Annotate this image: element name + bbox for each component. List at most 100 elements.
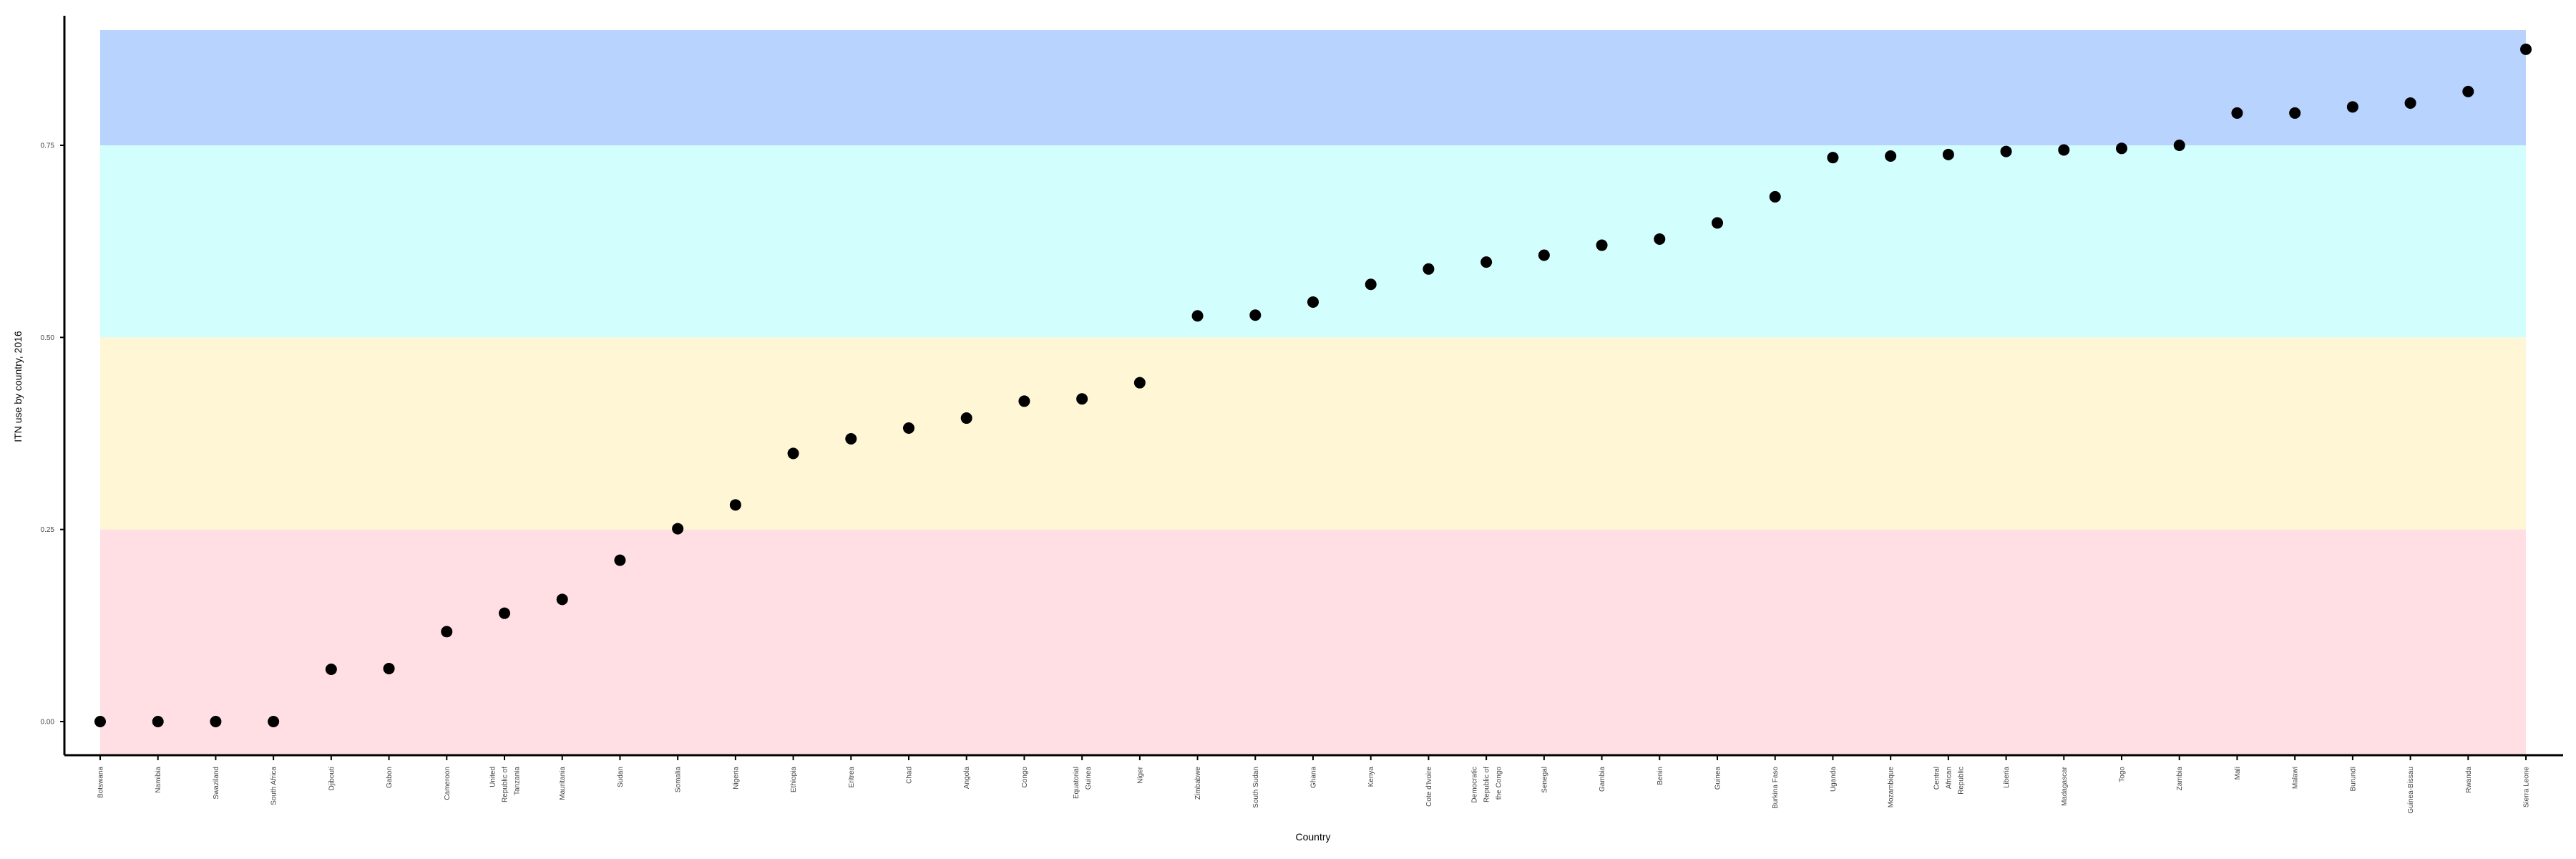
- data-point: [2116, 142, 2127, 155]
- x-tick-label: Democratic: [1471, 767, 1479, 803]
- x-tick-label: South Africa: [270, 767, 278, 805]
- x-tick-label: Ghana: [1310, 767, 1318, 788]
- data-point: [210, 716, 222, 727]
- x-tick-label: the Congo: [1496, 767, 1503, 800]
- value-band-0: [100, 529, 2526, 755]
- x-tick-label: Togo: [2119, 767, 2127, 782]
- x-tick-label: South Sudan: [1252, 767, 1260, 808]
- x-tick-label: Burkina Faso: [1772, 767, 1780, 809]
- data-point: [1769, 190, 1781, 203]
- x-tick-label: Cote d'Ivoire: [1425, 767, 1433, 807]
- x-tick-label: Sudan: [617, 767, 625, 787]
- x-tick-label: Gambia: [1599, 767, 1606, 792]
- x-tick-label: Niger: [1136, 766, 1144, 784]
- data-point: [2289, 107, 2301, 119]
- x-tick-label: Liberia: [2003, 767, 2011, 788]
- data-point: [729, 499, 741, 511]
- x-tick-label: Namibia: [155, 767, 162, 793]
- y-tick-label: 0.00: [41, 719, 55, 727]
- data-point: [2462, 85, 2474, 97]
- x-tick-label: Swaziland: [213, 767, 220, 800]
- data-point: [1133, 377, 1146, 389]
- data-point: [614, 554, 626, 566]
- value-band-2: [100, 145, 2526, 338]
- x-tick-label: Republic: [1957, 767, 1965, 795]
- x-axis-title: Country: [1295, 831, 1330, 843]
- data-point: [499, 607, 510, 619]
- data-point: [672, 523, 684, 535]
- data-point: [1480, 256, 1493, 268]
- data-point: [1018, 395, 1030, 407]
- x-tick-label: Congo: [1021, 767, 1029, 788]
- y-tick-label: 0.25: [41, 526, 55, 534]
- x-tick-label: Botswana: [97, 767, 105, 798]
- x-tick-label: Gabon: [386, 767, 394, 788]
- data-point: [2173, 140, 2185, 151]
- data-point: [2346, 101, 2358, 113]
- x-tick-label: Somalia: [675, 767, 683, 793]
- x-tick-label: Tanzania: [514, 767, 522, 795]
- data-points: [94, 43, 2532, 727]
- x-tick-label: Malawi: [2292, 767, 2300, 789]
- x-tick-label: Benin: [1657, 767, 1664, 785]
- data-point: [845, 433, 857, 445]
- data-point: [325, 664, 337, 676]
- x-tick-label: Angola: [963, 767, 971, 790]
- x-tick-label: Eritrea: [848, 767, 856, 788]
- data-point: [1596, 239, 1608, 251]
- x-tick-label: Mozambique: [1888, 767, 1896, 808]
- data-point: [1942, 148, 1954, 160]
- data-point: [1654, 233, 1666, 245]
- data-point: [2000, 145, 2012, 157]
- x-tick-label: African: [1945, 767, 1953, 789]
- x-tick-label: Mali: [2234, 767, 2242, 780]
- x-tick-label: Nigeria: [732, 767, 740, 790]
- y-tick-label: 0.75: [41, 142, 55, 150]
- x-axis: Botswana Namibia Swaziland South Africa Djib…: [64, 754, 2563, 814]
- data-point: [1712, 217, 1723, 229]
- data-point: [441, 626, 453, 638]
- data-point: [1365, 278, 1377, 291]
- x-tick-label: Chad: [906, 767, 914, 784]
- data-point: [1538, 249, 1550, 261]
- data-point: [1191, 310, 1204, 322]
- data-point: [1249, 309, 1262, 321]
- x-tick-label: Republic of: [1483, 767, 1491, 802]
- data-point: [960, 412, 972, 424]
- data-point: [556, 593, 568, 606]
- y-tick-label: 0.50: [41, 334, 55, 342]
- data-point: [268, 716, 280, 727]
- x-tick-label: Senegal: [1541, 767, 1548, 793]
- x-tick-label: Zambia: [2176, 767, 2184, 791]
- data-point: [2231, 107, 2243, 119]
- x-tick-label: Kenya: [1367, 767, 1375, 787]
- data-point: [2058, 144, 2070, 156]
- x-tick-label: Zimbabwe: [1194, 767, 1202, 800]
- data-point: [1827, 152, 1839, 164]
- x-tick-label: Burundi: [2349, 767, 2357, 791]
- value-band-1: [100, 337, 2526, 530]
- x-tick-label: Guinea-Bissau: [2407, 767, 2415, 814]
- data-point: [152, 716, 164, 727]
- x-tick-label: Equatorial: [1073, 767, 1080, 799]
- data-point: [2520, 43, 2532, 55]
- x-tick-label: Uganda: [1830, 767, 1838, 792]
- data-point: [903, 422, 914, 434]
- x-tick-label: Mauritania: [559, 767, 567, 800]
- data-point: [383, 662, 395, 674]
- x-tick-label: Madagascar: [2061, 766, 2069, 806]
- x-tick-label: Cameroon: [444, 767, 452, 800]
- x-tick-label: Sierra Leone: [2523, 767, 2531, 808]
- value-bands: [100, 30, 2526, 755]
- data-point: [1076, 393, 1088, 405]
- x-tick-label: Central: [1933, 767, 1941, 790]
- y-axis-title: ITN use by country, 2016: [12, 331, 24, 442]
- x-tick-label: Djibouti: [328, 767, 336, 790]
- y-axis: 0.00 0.25 0.50 0.75: [41, 16, 66, 755]
- value-band-3: [100, 30, 2526, 145]
- data-point: [787, 447, 799, 460]
- x-tick-label: Guinea: [1714, 767, 1722, 790]
- x-tick-label: Guinea: [1085, 767, 1093, 790]
- x-tick-label: United: [489, 767, 497, 787]
